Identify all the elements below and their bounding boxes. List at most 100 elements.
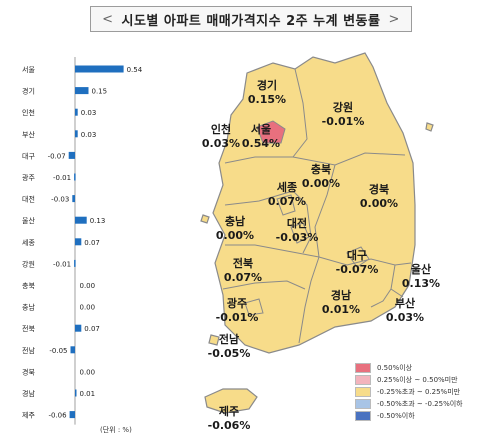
border-jeonbuk-south [222,280,306,290]
border-gyeongbuk-gyeongnam [318,256,412,266]
value-label: -0.01 [53,260,71,268]
region-name: 광주 [227,297,247,310]
map-labels: 경기0.15%강원-0.01%인천0.03%서울0.54%충북0.00%세종0.… [202,78,440,430]
legend-item: -0.25%초과 ~ 0.25%미만 [355,386,463,397]
bar-chart-svg: 서울 0.54 경기 0.15 인천 0.03 부산 0.03 대구 -0.07 광주 -0.01 대전… [22,57,143,425]
bar [70,346,75,354]
region-name: 울산 [411,262,431,276]
border-west-east-south [298,256,320,344]
bar [75,238,82,246]
chart-title-box: < 시도별 아파트 매매가격지수 2주 누계 변동률 > [90,6,412,32]
category-label: 경기 [22,87,35,96]
legend-item: 0.50%이상 [355,362,463,373]
region-name: 충북 [311,162,331,176]
region-name: 전북 [233,256,253,270]
value-label: 0.03 [81,131,97,139]
category-label: 부산 [22,130,35,139]
region-name: 강원 [333,100,353,114]
border-sejong [276,194,296,216]
category-label: 울산 [22,216,35,225]
region-value: -0.03% [276,231,319,244]
legend-swatch [355,410,371,421]
region-value: -0.07% [336,263,379,276]
region-value: 0.13% [402,277,440,290]
map-ulleung [425,122,434,132]
value-label: 0.54 [127,66,143,74]
region-name: 경기 [257,78,277,92]
category-label: 충북 [22,281,35,290]
category-label: 인천 [22,108,35,117]
region-value: -0.01% [216,311,259,324]
legend-swatch [355,362,371,373]
value-label: 0.01 [80,390,96,398]
region-name: 대구 [347,248,367,262]
bar [75,324,82,332]
value-label: -0.07 [48,152,66,160]
value-label: -0.05 [49,347,67,355]
region-name: 충남 [225,214,245,228]
legend-swatch [355,398,371,409]
bar-chart: 서울 0.54 경기 0.15 인천 0.03 부산 0.03 대구 -0.07 광주 -0.01 대전… [0,55,170,430]
legend-item: -0.50%이하 [355,410,463,421]
category-label: 경남 [22,389,35,398]
region-value: 0.07% [268,195,306,208]
value-label: 0.07 [84,325,100,333]
region-value: 0.03% [202,137,240,150]
bar [75,108,78,116]
map-seoul [256,120,286,144]
legend-label: -0.50%초과 ~ -0.25%이하 [377,399,463,408]
category-label: 전북 [22,324,35,333]
unit-label: (단위 : %) [100,426,132,434]
region-name: 전남 [219,332,239,346]
region-name: 세종 [277,180,297,194]
bar [72,195,75,203]
region-value: 0.54% [242,137,280,150]
region-name: 부산 [395,296,415,310]
value-label: -0.06 [48,412,67,420]
region-name: 대전 [287,216,307,230]
legend-label: 0.25%이상 ~ 0.50%미만 [377,375,458,384]
border-gyeonggi-south [224,152,406,166]
bar [69,411,75,419]
region-name: 인천 [211,122,231,136]
category-label: 강원 [22,259,35,268]
region-value: -0.01% [322,115,365,128]
legend-swatch [355,374,371,385]
value-label: 0.00 [80,368,96,376]
border-jeonbuk-north [225,244,320,258]
border-daegu [346,246,370,268]
bar [75,216,87,224]
border-gyeonggi-gangwon [292,68,308,158]
region-name: 서울 [251,122,271,136]
chart-title: 시도별 아파트 매매가격지수 2주 누계 변동률 [121,13,381,29]
map-jeju [204,388,258,414]
legend-label: -0.25%초과 ~ 0.25%미만 [377,387,461,396]
category-label: 충남 [22,303,35,312]
category-label: 경북 [22,367,35,376]
bar [74,259,76,267]
category-label: 서울 [22,65,35,74]
region-name: 경남 [331,288,351,302]
border-daejeon [290,222,310,244]
bar [75,87,89,95]
bar [75,130,78,138]
value-label: 0.07 [84,239,100,247]
bar [68,151,75,159]
category-label: 세종 [22,238,35,247]
region-name: 경북 [369,182,389,196]
korea-map: 경기 0.15% 강원 -0.01% 인천 0.03% 서울 0.54% 충북 0.00% 세종 0.… [195,45,445,430]
border-busan [370,288,392,308]
chevron-right-icon: > [388,11,400,27]
map-islands-west [200,214,210,224]
region-value: 0.00% [360,197,398,210]
border-chungbuk-gyeongbuk [314,164,336,258]
legend-swatch [355,386,371,397]
chevron-left-icon: < [102,11,114,27]
map-shapes [200,52,434,414]
value-label: 0.15 [92,88,108,96]
map-legend: 0.50%이상 0.25%이상 ~ 0.50%미만 -0.25%초과 ~ 0.2… [355,362,463,422]
region-name: 제주 [219,404,239,418]
category-label: 대구 [22,152,35,160]
region-value: -0.06% [208,419,251,430]
value-label: -0.01 [53,174,71,182]
